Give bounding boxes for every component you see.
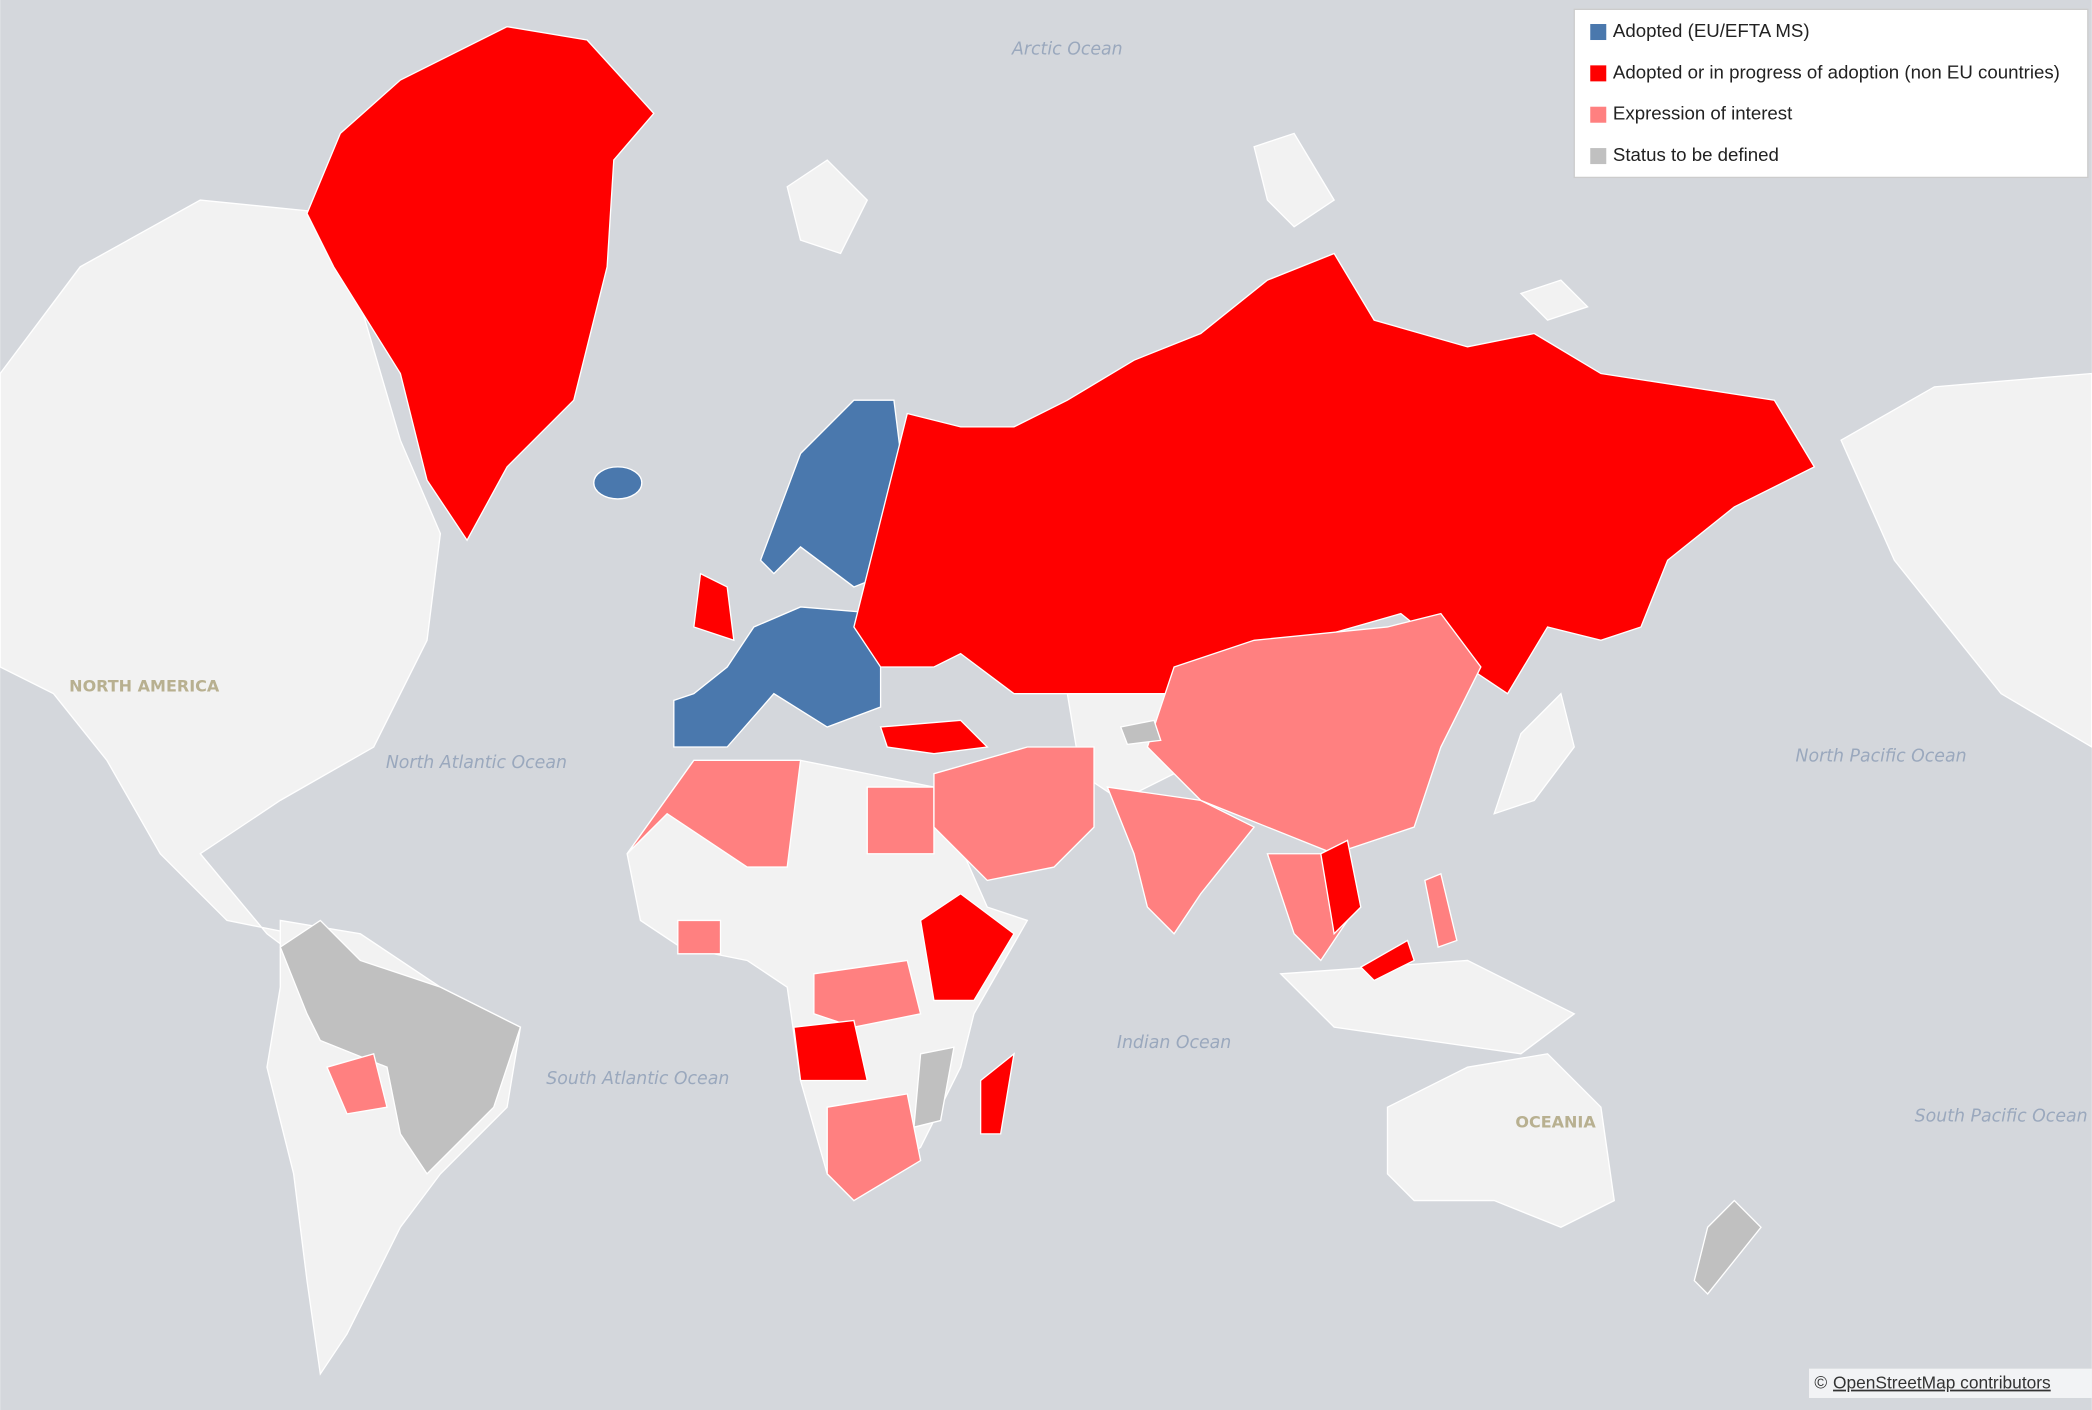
central-africa	[813, 959, 922, 1028]
australia	[1386, 1053, 1615, 1228]
uk	[693, 572, 735, 642]
continent-label: NORTH AMERICA	[69, 676, 220, 695]
ocean-label: South Atlantic Ocean	[546, 1069, 729, 1089]
ocean-label: North Pacific Ocean	[1796, 746, 1967, 766]
bolivia	[326, 1053, 388, 1115]
japan	[1493, 692, 1575, 815]
southern-africa	[826, 1093, 922, 1202]
middle-east	[933, 746, 1095, 882]
mozambique	[913, 1046, 955, 1129]
china	[1146, 612, 1482, 855]
angola	[793, 1019, 869, 1082]
turkey	[879, 719, 989, 755]
legend: Adopted (EU/EFTA MS) Adopted or in progre…	[1573, 8, 2089, 179]
west-africa	[677, 919, 722, 955]
map-labels: Arctic Ocean North Atlantic Ocean North …	[69, 39, 2087, 1131]
legend-label: Expression of interest	[1613, 103, 1793, 124]
iceland	[593, 466, 643, 500]
ocean-label: North Atlantic Ocean	[386, 753, 567, 773]
ocean-label: Arctic Ocean	[1011, 39, 1123, 59]
legend-swatch	[1590, 148, 1607, 165]
philippines	[1424, 872, 1458, 949]
arctic-island	[1519, 279, 1589, 321]
india	[1106, 786, 1256, 935]
new-zealand	[1693, 1199, 1762, 1295]
arctic-island	[1253, 132, 1336, 228]
madagascar	[979, 1052, 1015, 1135]
legend-swatch	[1590, 24, 1607, 41]
attribution: © OpenStreetMap contributors	[1809, 1368, 2092, 1398]
egypt	[866, 786, 935, 855]
legend-swatch	[1590, 65, 1607, 82]
indonesia	[1279, 959, 1576, 1055]
legend-label: Status to be defined	[1613, 144, 1779, 165]
vietnam	[1320, 839, 1362, 936]
legend-swatch	[1590, 106, 1607, 123]
ocean-label: South Pacific Ocean	[1915, 1107, 2088, 1127]
greenland	[306, 25, 655, 542]
russia	[853, 252, 1816, 695]
attribution-box	[1809, 1368, 2092, 1398]
attribution-link[interactable]: OpenStreetMap contributors	[1833, 1373, 2051, 1393]
legend-label: Adopted (EU/EFTA MS)	[1613, 20, 1810, 41]
malaysia	[1359, 939, 1415, 982]
ocean-label: Indian Ocean	[1117, 1033, 1231, 1053]
ethiopia	[919, 892, 1015, 1002]
regions	[279, 25, 1816, 1295]
legend-box	[1573, 8, 2089, 179]
north-africa	[626, 759, 802, 868]
continent-label: OCEANIA	[1515, 1113, 1596, 1132]
legend-label: Adopted or in progress of adoption (non …	[1613, 61, 2060, 82]
attribution-symbol: ©	[1814, 1373, 1827, 1393]
svalbard	[786, 159, 869, 255]
tajikistan	[1119, 719, 1162, 746]
